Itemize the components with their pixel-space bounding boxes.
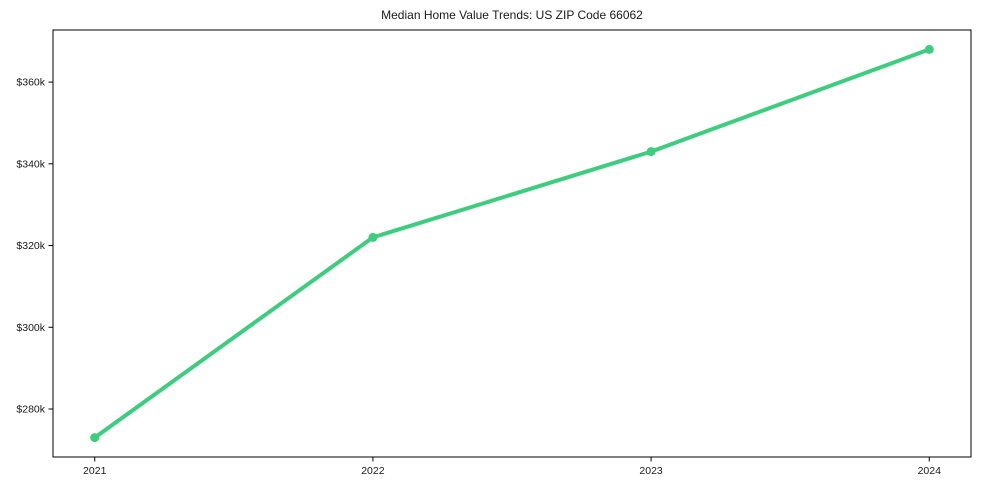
x-tick-label: 2024 (918, 465, 942, 477)
data-point (924, 44, 934, 54)
data-point (90, 433, 100, 443)
y-tick-label: $300k (16, 322, 45, 334)
x-tick-label: 2023 (639, 465, 663, 477)
y-tick-label: $340k (16, 158, 45, 170)
x-tick-label: 2021 (83, 465, 107, 477)
y-tick-label: $360k (16, 77, 45, 89)
data-point (368, 232, 378, 242)
trend-line (92, 47, 932, 440)
x-tick-label: 2022 (361, 465, 385, 477)
data-point (646, 147, 656, 157)
plot-frame (52, 29, 972, 458)
y-tick-label: $280k (16, 403, 45, 415)
y-tick-label: $320k (16, 240, 45, 252)
chart-title: Median Home Value Trends: US ZIP Code 66… (381, 8, 643, 22)
